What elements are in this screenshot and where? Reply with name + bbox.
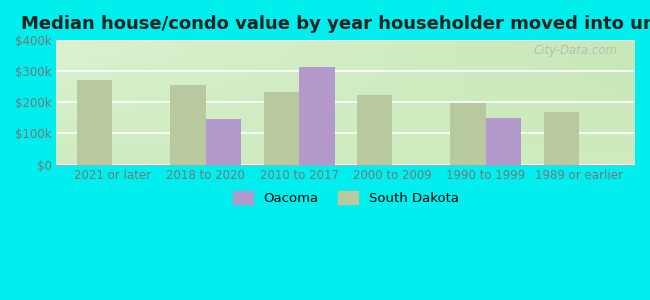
Bar — [264, 92, 299, 165]
Bar — [486, 118, 521, 165]
Bar — [77, 80, 112, 165]
Title: Median house/condo value by year householder moved into unit: Median house/condo value by year househo… — [21, 15, 650, 33]
Bar — [299, 67, 335, 165]
Bar — [206, 119, 241, 165]
Bar — [450, 103, 486, 165]
Bar — [543, 112, 579, 165]
Text: City-Data.com: City-Data.com — [534, 44, 618, 57]
Legend: Oacoma, South Dakota: Oacoma, South Dakota — [227, 185, 464, 210]
Bar — [170, 85, 206, 165]
Bar — [357, 94, 393, 165]
